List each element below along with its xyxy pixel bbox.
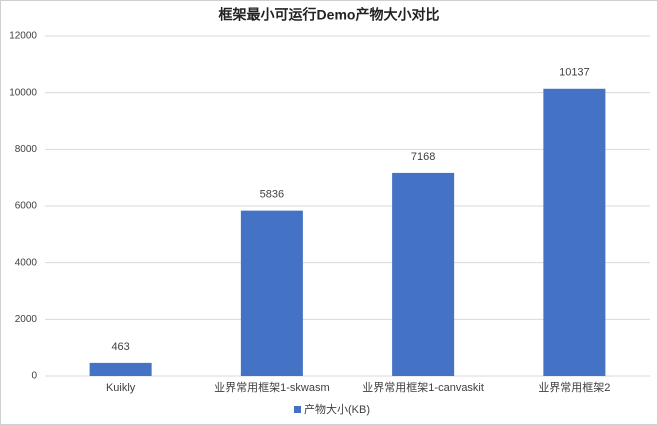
legend-swatch (294, 406, 301, 413)
x-tick-label: 业界常用框架1-canvaskit (362, 381, 484, 394)
y-tick-label: 12000 (9, 31, 37, 42)
y-tick-label: 6000 (15, 201, 38, 212)
bar (543, 88, 606, 376)
y-tick-label: 0 (31, 371, 37, 382)
y-tick-label: 8000 (15, 144, 38, 155)
data-label: 463 (111, 341, 129, 353)
legend-label: 产物大小(KB) (304, 402, 370, 416)
chart-title: 框架最小可运行Demo产物大小对比 (219, 7, 440, 23)
bar (392, 172, 455, 376)
x-tick-label: 业界常用框架2 (538, 381, 610, 394)
data-label: 7168 (411, 151, 435, 163)
y-tick-label: 2000 (15, 314, 38, 325)
bar (240, 210, 303, 376)
y-tick-label: 10000 (9, 87, 37, 98)
data-label: 5836 (260, 189, 284, 201)
bar (89, 362, 152, 376)
data-label: 10137 (559, 67, 590, 79)
y-tick-label: 4000 (15, 257, 38, 268)
x-tick-label: 业界常用框架1-skwasm (214, 381, 330, 394)
x-tick-label: Kuikly (106, 382, 136, 394)
